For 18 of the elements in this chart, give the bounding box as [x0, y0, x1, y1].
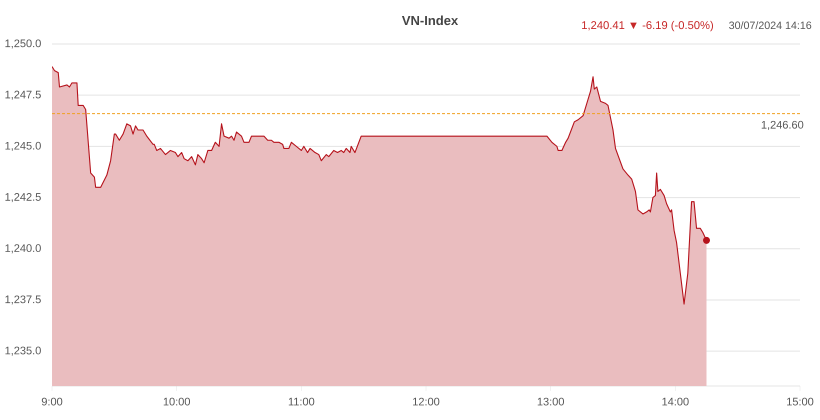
x-tick-label: 10:00 [164, 398, 190, 406]
text: 30/07/2024 14:16 [729, 21, 812, 30]
x-tick-label: 11:00 [288, 398, 314, 406]
y-tick-label: 1,235.0 [5, 346, 41, 356]
x-tick-label: 12:00 [413, 398, 440, 406]
ref-line-label: 1,246.60 [762, 120, 804, 130]
chart-subtitle: 1,240.41 ▼ -6.19 (-0.50%) [582, 20, 714, 32]
chart-title: VN-Index [402, 16, 458, 26]
x-tick-label: 13:00 [538, 398, 564, 406]
y-tick-label: 1,237.5 [5, 295, 41, 305]
y-tick-label: 1,247.5 [5, 90, 41, 100]
y-tick-label: 1,242.5 [5, 193, 41, 202]
x-tick-label: 9:00 [42, 398, 62, 406]
y-tick-label: 1,245.0 [5, 142, 41, 151]
x-tick-label: 15:00 [787, 398, 814, 406]
y-tick-label: 1,250.0 [5, 39, 41, 49]
x-tick-label: 14:00 [662, 398, 689, 406]
y-tick-label: 1,240.0 [5, 244, 41, 254]
